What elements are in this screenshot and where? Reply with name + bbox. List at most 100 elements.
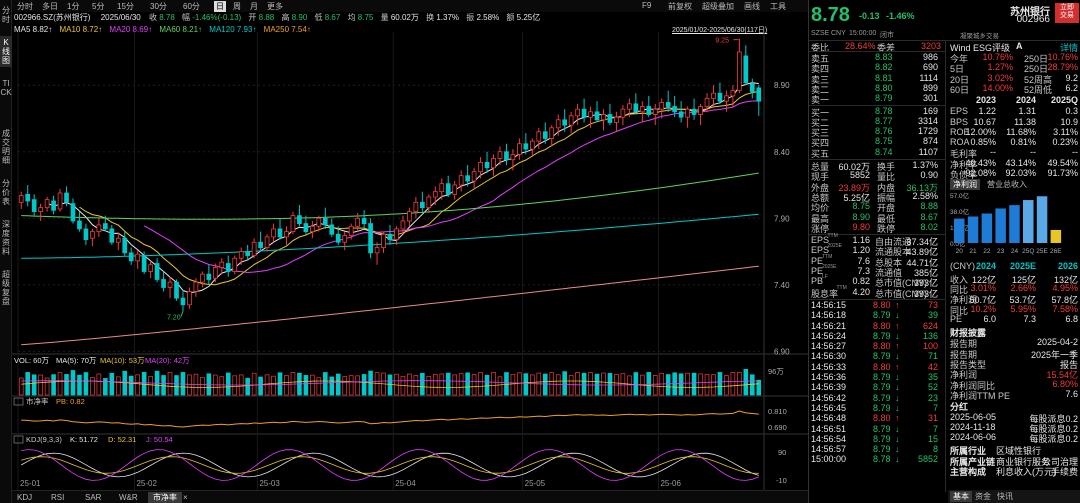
candle-body — [161, 279, 166, 288]
volume-bar — [329, 376, 335, 396]
valuation-sub: LF — [822, 274, 828, 281]
valuation-value: 43.89亿 — [906, 247, 938, 258]
valuation-value: 7.6 — [857, 255, 870, 266]
volume-bar — [361, 374, 367, 396]
forecast-value: 10.2% — [970, 303, 996, 314]
period-6[interactable]: 60分 — [183, 2, 200, 11]
candle-body — [206, 273, 212, 280]
view-tab-6[interactable]: 超级复盘 — [0, 268, 12, 308]
view-tab-5[interactable]: 深度资料 — [0, 218, 12, 258]
indicator-tab-4[interactable]: 市净率 — [148, 492, 182, 503]
stat-label: 总额 — [811, 192, 830, 203]
period-8[interactable]: 周 — [233, 2, 241, 11]
view-tab-0[interactable]: 分时 — [0, 4, 12, 26]
quote-panel-tab-1[interactable]: 资金 — [975, 492, 991, 501]
tool-0[interactable]: F9 — [642, 1, 652, 10]
arrow-up-icon: ↑ — [895, 413, 900, 424]
indicator-tab-0[interactable]: KDJ — [17, 493, 33, 502]
tab-close-icon[interactable]: × — [183, 493, 188, 502]
perf-value: 3.02% — [987, 72, 1013, 83]
dividend-date: 2024-06-06 — [950, 432, 997, 443]
candle-body — [685, 108, 690, 118]
tool-1[interactable]: 前复权 — [668, 2, 692, 11]
date-range-label[interactable]: 2025/01/02-2025/06/30(117日) — [672, 27, 768, 34]
kdj-collapse-icon — [13, 435, 24, 444]
tick-price: 8.79 — [873, 433, 891, 444]
open-value: 8.88 — [258, 13, 275, 22]
dividend-date: 2024-11-18 — [950, 421, 996, 432]
chart-area[interactable]: 002966.SZ(苏州银行) 2025/06/30 收 8.78 幅 -1.4… — [12, 12, 808, 490]
quote-info-line: 002966.SZ(苏州银行) 2025/06/30 收 8.78 幅 -1.4… — [14, 13, 541, 22]
view-tab-4[interactable]: 分价表 — [0, 177, 12, 208]
forecast-value: 6.0 — [983, 313, 996, 324]
forecast-header: 2025E — [1009, 261, 1036, 272]
candle-body — [374, 247, 380, 254]
fin-year-header: 2025Q — [1050, 95, 1078, 106]
candle-body — [575, 108, 580, 117]
volume-bar — [348, 375, 354, 396]
divider — [809, 51, 945, 52]
arrow-down-icon: ↓ — [895, 402, 900, 413]
forecast-label: 净利润 — [950, 295, 978, 306]
perf-label: 250日 — [1024, 64, 1049, 75]
period-5[interactable]: 30分 — [150, 2, 167, 11]
period-3[interactable]: 5分 — [92, 2, 105, 11]
tool-4[interactable]: 工具 — [770, 2, 786, 11]
x-tick-label: 25-06 — [660, 479, 681, 488]
tick-volume: 39 — [927, 310, 938, 321]
candle-body — [329, 224, 335, 235]
bid-level-label: 买五 — [811, 148, 830, 159]
kline-chart[interactable]: 8.90 8.40 7.90 7.40 6.90 25-01 25-02 25-03 25-04… — [12, 12, 808, 490]
stat-value: 8.67 — [920, 211, 938, 222]
quote-panel-tab-0[interactable]: 基本 — [950, 491, 972, 502]
indicator-tab-1[interactable]: RSI — [51, 493, 65, 502]
stat-label: 振幅 — [877, 192, 896, 203]
candle-body — [57, 192, 63, 210]
period-10[interactable]: 更多 — [267, 2, 283, 11]
tool-3[interactable]: 画线 — [744, 2, 760, 11]
ask-price: 8.81 — [875, 72, 893, 83]
view-tab-3[interactable]: 成交明细 — [0, 127, 12, 167]
period-1[interactable]: 多日 — [42, 2, 58, 11]
trade-now-button[interactable]: 立即交易 — [1055, 3, 1079, 23]
arrow-down-icon: ↓ — [895, 372, 900, 382]
industry-value: 区域性银行 — [996, 446, 1042, 457]
valuation-label: PE — [811, 266, 824, 276]
valuation-value: 385亿 — [913, 268, 938, 278]
period-2[interactable]: 1分 — [67, 2, 80, 11]
ma5-line — [46, 82, 759, 294]
fin-metric-value: 43.14% — [1005, 157, 1036, 168]
view-tab-2[interactable]: TICK — [0, 77, 12, 117]
period-7[interactable]: 日 — [214, 1, 226, 12]
bid-price: 8.74 — [875, 146, 893, 157]
period-4[interactable]: 15分 — [117, 2, 134, 11]
volume-bar — [245, 377, 250, 396]
period-0[interactable]: 分时 — [17, 2, 33, 11]
volume-bar — [303, 375, 309, 396]
period-9[interactable]: 月 — [250, 2, 258, 11]
kdj-j: J: 50.54 — [146, 435, 173, 444]
forecast-value: 5.95% — [1010, 303, 1036, 314]
report-label: 净利润TTM PE — [950, 390, 1010, 401]
industry-value: 商业银行服务 — [996, 456, 1051, 467]
forecast-label: PE — [950, 313, 963, 324]
candle-body — [717, 92, 723, 102]
tool-2[interactable]: 超级叠加 — [702, 2, 734, 11]
volume-bar — [471, 374, 477, 396]
indicator-tab-3[interactable]: W&R — [119, 493, 138, 502]
bid-level-label: 买三 — [811, 128, 830, 139]
order-ratio-value: 28.64% — [845, 41, 876, 51]
rev-tab-1[interactable]: 营业总收入 — [987, 180, 1027, 190]
price-tick-label: 8.40 — [774, 148, 790, 157]
candle-body — [627, 103, 632, 110]
indicator-tab-2[interactable]: SAR — [85, 493, 102, 502]
quote-panel-tab-2[interactable]: 快讯 — [997, 492, 1013, 501]
fin-metric-value: 49.54% — [1047, 157, 1078, 168]
perf-value: 14.00% — [982, 82, 1013, 93]
fin-metric-label: EPS — [950, 106, 969, 117]
tick-time: 14:56:27 — [811, 341, 847, 352]
view-tab-1[interactable]: K线图 — [0, 36, 12, 67]
volume-bar — [562, 371, 567, 396]
candle-body — [581, 108, 587, 118]
rev-tab-0[interactable]: 净利润 — [950, 179, 980, 191]
